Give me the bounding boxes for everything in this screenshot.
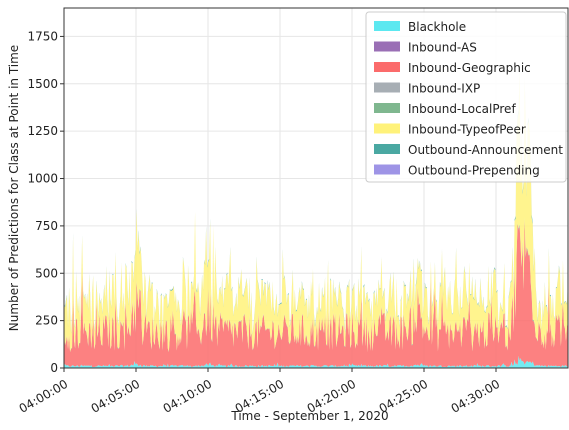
x-tick-label: 04:05:00	[89, 377, 143, 416]
y-tick-label: 0	[50, 361, 58, 375]
legend-label: Inbound-Geographic	[408, 61, 531, 75]
y-tick-label: 750	[35, 219, 58, 233]
legend-swatch	[374, 123, 400, 134]
y-tick-label: 1750	[27, 29, 58, 43]
legend: Blackhole Inbound-AS Inbound-Geographic Inb…	[365, 11, 567, 183]
x-axis-label: Time - September 1, 2020	[230, 409, 388, 423]
legend-box	[365, 11, 567, 183]
legend-swatch	[374, 82, 400, 93]
legend-swatch	[374, 164, 400, 175]
y-tick-label: 500	[35, 266, 58, 280]
area-inbound-geographic	[64, 219, 568, 368]
area-inbound-typeofpeer	[64, 70, 568, 352]
legend-label: Inbound-IXP	[408, 82, 480, 96]
y-tick-label: 250	[35, 314, 58, 328]
y-tick-label: 1250	[27, 124, 58, 138]
area-blackhole	[64, 355, 568, 368]
legend-swatch	[374, 21, 400, 31]
x-tick-label: 04:00:00	[17, 377, 71, 416]
legend-swatch	[374, 144, 400, 154]
legend-label: Inbound-TypeofPeer	[408, 123, 526, 137]
x-tick-label: 04:30:00	[449, 377, 503, 416]
y-tick-label: 1000	[27, 172, 58, 186]
legend-swatch	[374, 103, 400, 113]
legend-label: Inbound-AS	[408, 41, 477, 55]
legend-label: Outbound-Announcement	[408, 143, 563, 157]
plot-frame	[63, 7, 569, 369]
x-tick-label: 04:10:00	[161, 377, 215, 416]
legend-swatch	[374, 62, 400, 72]
legend-label: Blackhole	[408, 20, 466, 34]
y-axis-ticks: 0 250 500 750 1000 1250 1500 1750	[27, 29, 64, 375]
legend-swatch	[374, 41, 400, 52]
data-areas	[64, 69, 568, 368]
y-axis-label: Number of Predictions for Class at Point…	[7, 45, 21, 331]
legend-label: Inbound-LocalPref	[408, 102, 516, 116]
y-tick-label: 1500	[27, 77, 58, 91]
legend-label: Outbound-Prepending	[408, 164, 540, 178]
